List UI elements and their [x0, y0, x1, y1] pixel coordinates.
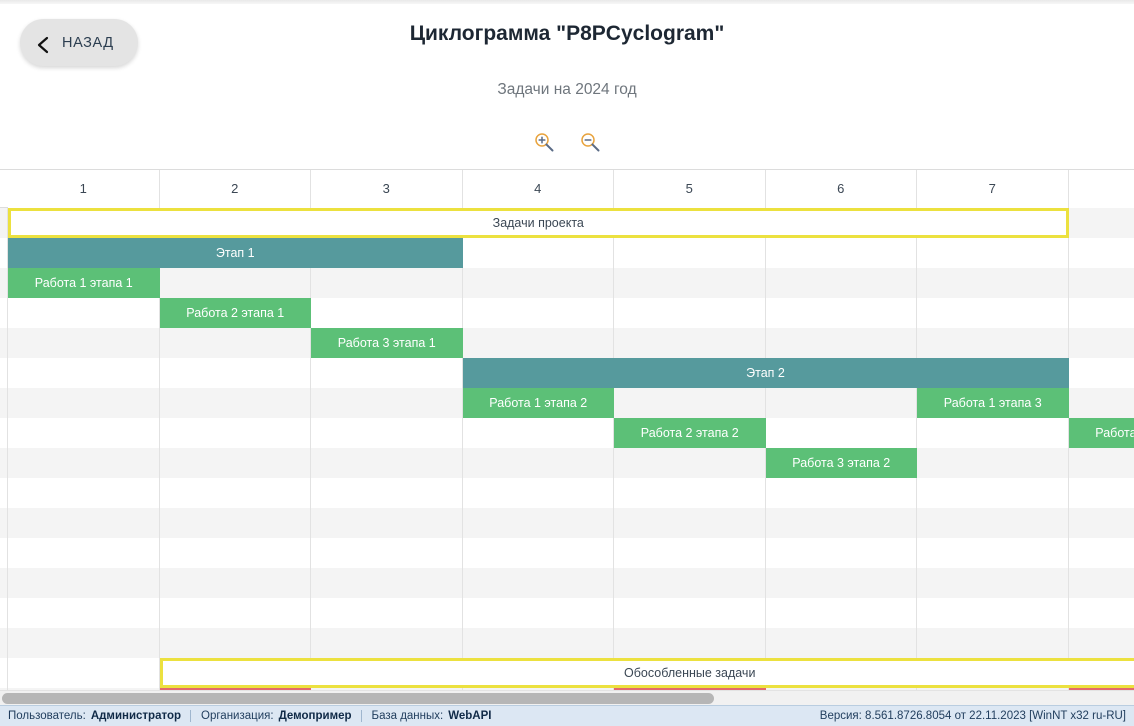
grid-banner-project-tasks[interactable]: Задачи проекта [8, 208, 1069, 238]
grid-row [0, 478, 1134, 508]
task-bar[interactable]: Работа 3 этапа 1 [311, 328, 463, 358]
window-top-strip [0, 0, 1134, 4]
status-org: Организация: Демопример [190, 710, 361, 722]
task-bar[interactable]: Работа 3 этапа 2 [765, 448, 917, 478]
grid-column-header[interactable]: 6 [765, 170, 917, 208]
task-bar[interactable]: Работа 2 этапа 1 [159, 298, 311, 328]
status-database-label: База данных: [371, 710, 444, 722]
grid-rows-area: Задачи проекта Этап 1 Работа 1 этапа 1 Рабо… [0, 208, 1134, 690]
status-database-value: WebAPI [448, 710, 492, 722]
task-bar[interactable]: Работа 1 этапа 2 [462, 388, 614, 418]
horizontal-scrollbar[interactable] [0, 690, 1134, 705]
page-title: Циклограмма "P8PCyclogram" [409, 22, 725, 45]
grid-row [0, 598, 1134, 628]
grid-row [0, 268, 1134, 298]
grid-column-separator [310, 208, 311, 690]
standalone-task-bar[interactable]: Работа 1 без этапа [159, 688, 311, 690]
grid-row [0, 538, 1134, 568]
grid-column-header[interactable]: 3 [311, 170, 463, 208]
grid-row [0, 568, 1134, 598]
stage-bar[interactable]: Этап 1 [8, 238, 463, 268]
page-subtitle: Задачи на 2024 год [497, 81, 637, 98]
grid-banner-standalone-tasks[interactable]: Обособленные задачи [159, 658, 1134, 688]
back-button[interactable]: НАЗАД [20, 19, 138, 66]
standalone-task-bar[interactable]: Работа 3 без этапа [1068, 688, 1134, 690]
status-user: Пользователь: Администратор [8, 710, 190, 722]
grid-column-header[interactable] [1068, 170, 1134, 208]
task-bar[interactable]: Работа 2 этапа 3 [1068, 418, 1134, 448]
grid-column-header[interactable]: 5 [614, 170, 766, 208]
status-database: База данных: WebAPI [360, 710, 501, 722]
standalone-task-bar[interactable]: Работа 2 без этапа [614, 688, 766, 690]
grid-column-header[interactable]: 7 [917, 170, 1069, 208]
grid-row [0, 508, 1134, 538]
grid-column-separator [1067, 208, 1069, 690]
grid-column-separator [764, 208, 766, 690]
grid-column-separator [158, 208, 160, 690]
grid-row [0, 448, 1134, 478]
task-bar[interactable]: Работа 1 этапа 1 [8, 268, 160, 298]
status-version: Версия: 8.561.8726.8054 от 22.11.2023 [W… [819, 710, 1126, 722]
status-bar: Пользователь: Администратор Организация:… [0, 705, 1134, 726]
grid-row [0, 328, 1134, 358]
grid-row [0, 628, 1134, 658]
grid-column-header[interactable]: 2 [159, 170, 311, 208]
chevron-left-icon [36, 36, 50, 53]
zoom-in-button[interactable] [530, 129, 558, 157]
grid-row [0, 418, 1134, 448]
status-bar-left: Пользователь: Администратор Организация:… [8, 710, 820, 722]
status-org-value: Демопример [278, 710, 352, 722]
status-org-label: Организация: [201, 710, 274, 722]
task-bar[interactable]: Работа 2 этапа 2 [614, 418, 766, 448]
stage-bar[interactable]: Этап 2 [462, 358, 1069, 388]
grid-column-separator [461, 208, 463, 690]
task-bar[interactable]: Работа 1 этапа 3 [917, 388, 1069, 418]
zoom-out-icon [579, 131, 601, 156]
grid-column-separator [7, 208, 8, 690]
status-user-value: Администратор [90, 710, 182, 722]
grid-column-header[interactable]: 4 [462, 170, 614, 208]
back-button-label: НАЗАД [62, 34, 114, 51]
zoom-toolbar [0, 129, 1134, 157]
status-user-label: Пользователь: [8, 710, 86, 722]
grid-row [0, 688, 1134, 690]
zoom-in-icon [533, 131, 555, 156]
zoom-out-button[interactable] [576, 129, 604, 157]
horizontal-scrollbar-thumb[interactable] [2, 693, 714, 704]
grid-column-separator [613, 208, 614, 690]
grid-column-header[interactable]: 1 [8, 170, 160, 208]
